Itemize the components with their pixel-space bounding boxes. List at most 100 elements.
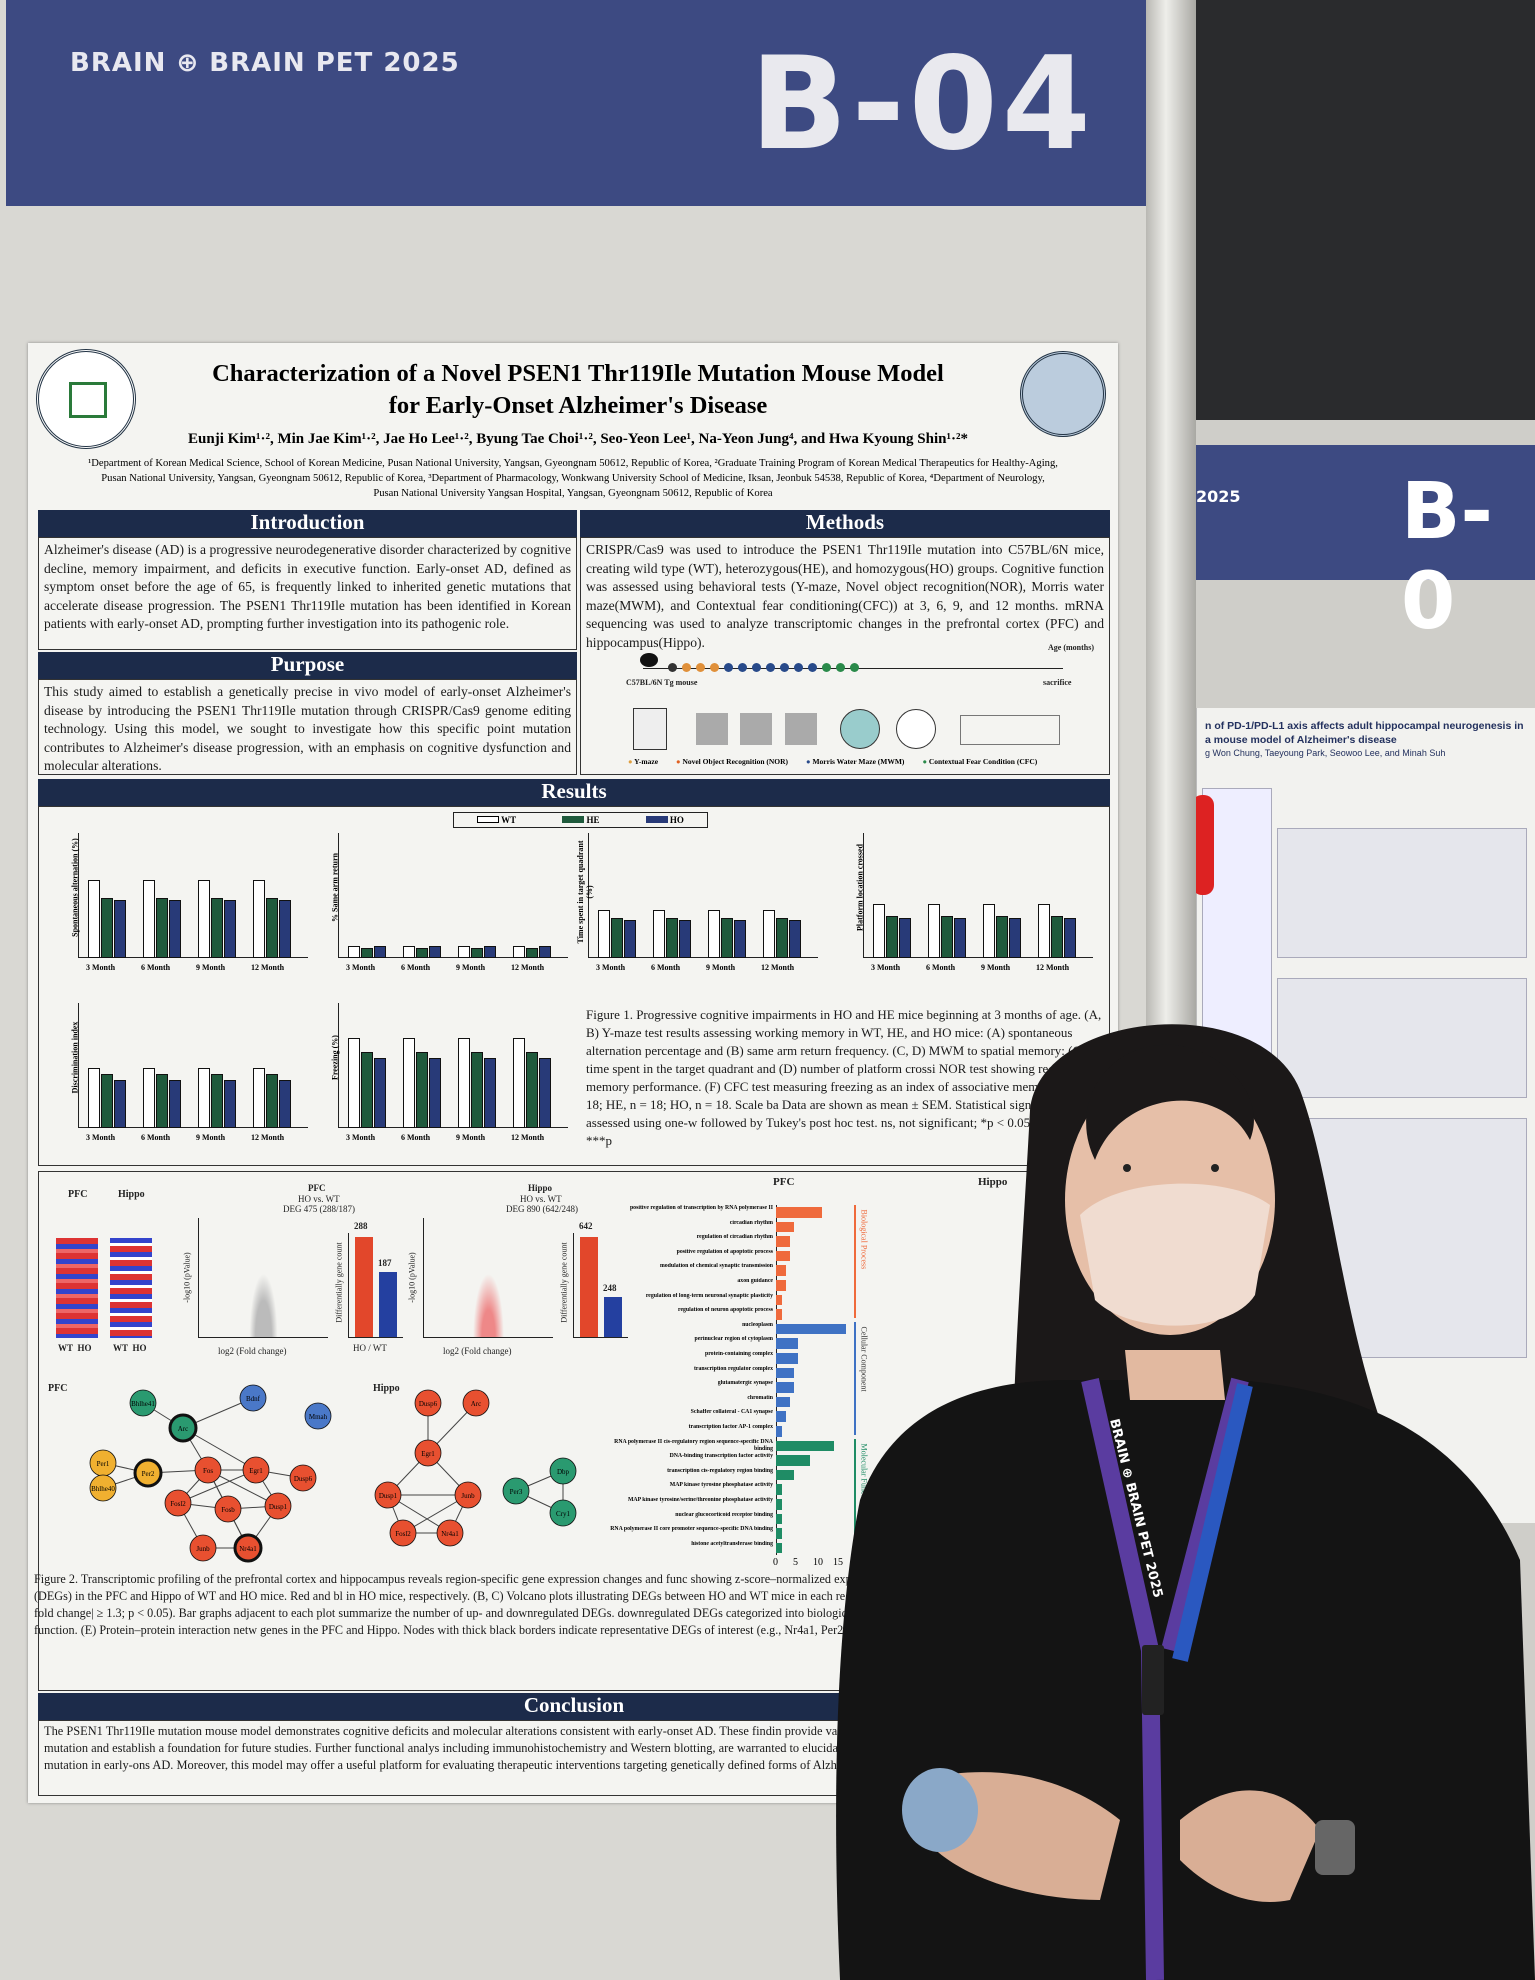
figure-1-bar <box>708 910 720 958</box>
figure-1-bar <box>899 918 911 958</box>
figure-1-bar <box>666 918 678 958</box>
figure-1-bar <box>776 918 788 958</box>
bar-up-hippo-label: 642 <box>579 1221 593 1231</box>
go-term-label: Schaffer collateral - CA1 synapse <box>690 1409 773 1416</box>
timeline-dot <box>752 663 761 672</box>
purpose-heading: Purpose <box>38 652 577 679</box>
timeline-dot <box>836 663 845 672</box>
go-category-bracket <box>854 1321 856 1435</box>
network-hippo-title: Hippo <box>373 1383 400 1394</box>
figure-1-xtick: 12 Month <box>761 963 795 972</box>
go-bar <box>776 1469 794 1481</box>
legend-ymaze: ● Y-maze <box>628 757 659 766</box>
figure-1-bar <box>198 1068 210 1128</box>
figure-1-bar <box>156 1074 168 1128</box>
introduction-box <box>38 537 577 650</box>
university-logo <box>36 349 136 449</box>
introduction-heading: Introduction <box>38 510 577 537</box>
neighbor-booth-number: B-0 <box>1401 467 1493 647</box>
figure-1-xtick: 9 Month <box>196 963 226 972</box>
figure-1-bar <box>653 910 665 958</box>
figure-1-xtick: 12 Month <box>511 963 545 972</box>
figure-1-bar <box>1051 916 1063 958</box>
bar-x-label: HO / WT <box>353 1343 387 1353</box>
figure-1-panel <box>863 833 1093 958</box>
figure-1-bar <box>954 918 966 958</box>
volcano-pfc-xlabel: log2 (Fold change) <box>218 1346 287 1356</box>
legend-ho: HO <box>645 815 684 825</box>
timeline-dot <box>710 663 719 672</box>
go-bar <box>776 1455 810 1466</box>
figure-1-bar <box>928 904 940 958</box>
booth-pole <box>1146 0 1196 1980</box>
figure-1-bar <box>279 900 291 958</box>
go-bar <box>776 1440 834 1452</box>
go-term-label: MAP kinase tyrosine phosphatase activity <box>669 1482 773 1489</box>
volcano-pfc-deg: DEG 475 (288/187) <box>283 1204 355 1214</box>
go-category-label: Biological Process <box>859 1209 869 1270</box>
go-bar <box>776 1294 782 1306</box>
deg-bar-pfc-ylabel: Differentially gene count <box>334 1242 344 1323</box>
figure-1-xtick: 3 Month <box>346 1133 376 1142</box>
figure-1-bar <box>403 946 415 958</box>
go-term-label: positive regulation of transcription by … <box>629 1205 773 1211</box>
figure-1-bar <box>403 1038 415 1128</box>
go-xtick: 15 <box>833 1557 843 1569</box>
go-category-label: Molecular Function <box>859 1443 869 1507</box>
go-bar <box>776 1396 790 1408</box>
nor-test-diagram <box>785 713 817 745</box>
figure-1-bar <box>114 1080 126 1128</box>
neighbor-figure-panel <box>1277 1118 1527 1358</box>
go-term-label: MAP kinase tyrosine/serine/threonine pho… <box>627 1497 773 1503</box>
nor-familiarization-diagram <box>740 713 772 745</box>
heatmap-hippo-title: Hippo <box>118 1189 145 1200</box>
go-bar <box>776 1221 794 1233</box>
figure-1-bar <box>224 900 236 958</box>
timeline-dot <box>794 663 803 672</box>
bar-up-pfc-label: 288 <box>354 1221 368 1231</box>
figure-1-bar <box>266 1074 278 1128</box>
figure-1-bar <box>763 910 775 958</box>
go-term-label: transcription factor AP-1 complex <box>688 1424 773 1430</box>
conclusion-heading: Conclusion <box>38 1693 1110 1720</box>
mwm-probe-diagram <box>896 709 936 749</box>
heatmap-pfc <box>56 1238 98 1338</box>
go-term-label: positive regulation of apoptotic process <box>676 1248 773 1255</box>
volcano-pfc-sub: HO vs. WT <box>298 1194 340 1204</box>
mouse-icon <box>640 653 658 667</box>
timeline-dot <box>822 663 831 672</box>
go-bar <box>776 1250 790 1262</box>
figure-1-bar <box>539 946 551 958</box>
go-term-label: axon guidance <box>737 1278 773 1284</box>
figure-1-bar <box>169 900 181 958</box>
go-term-label: nuclear glucocorticoid receptor binding <box>675 1511 773 1518</box>
go-category-bracket <box>854 1438 856 1552</box>
neighbor-poster-title: n of PD-1/PD-L1 axis affects adult hippo… <box>1205 720 1525 761</box>
figure-1-bar <box>458 946 470 958</box>
figure-1-xtick: 9 Month <box>981 963 1011 972</box>
figure-1-bar <box>88 1068 100 1128</box>
go-term-label: RNA polymerase II cis-regulatory region … <box>614 1438 773 1452</box>
figure-1-bar <box>374 946 386 958</box>
figure-1-bar <box>114 900 126 958</box>
figure-1-bar <box>143 880 155 958</box>
legend-he: HE <box>562 815 600 825</box>
figure-1-bar <box>211 898 223 958</box>
figure-1-bar <box>1064 918 1076 958</box>
authors: Eunji Kim¹·², Min Jae Kim¹·², Jae Ho Lee… <box>188 431 968 447</box>
go-term-label: perinuclear region of cytoplasm <box>694 1336 773 1343</box>
legend-cfc: ● Contextual Fear Condition (CFC) <box>922 757 1038 766</box>
heatmap-pfc-xlabels: WT HO <box>58 1343 92 1353</box>
figure-1-panel <box>78 833 308 958</box>
go-term-label: chromatin <box>747 1394 773 1401</box>
sacrifice-label: sacrifice <box>1043 678 1072 687</box>
neighbor-banner: 2025 B-0 <box>1196 445 1535 647</box>
legend-nor: ● Novel Object Recognition (NOR) <box>676 757 789 766</box>
go-bar <box>776 1542 782 1554</box>
red-clips <box>1192 795 1214 895</box>
figure-1-xtick: 3 Month <box>596 963 626 972</box>
deg-bar-hippo-ylabel: Differentially gene count <box>559 1242 569 1323</box>
mouse-label: C57BL/6N Tg mouse <box>626 678 698 687</box>
figure-1-bar <box>169 1080 181 1128</box>
go-bar <box>776 1207 822 1218</box>
